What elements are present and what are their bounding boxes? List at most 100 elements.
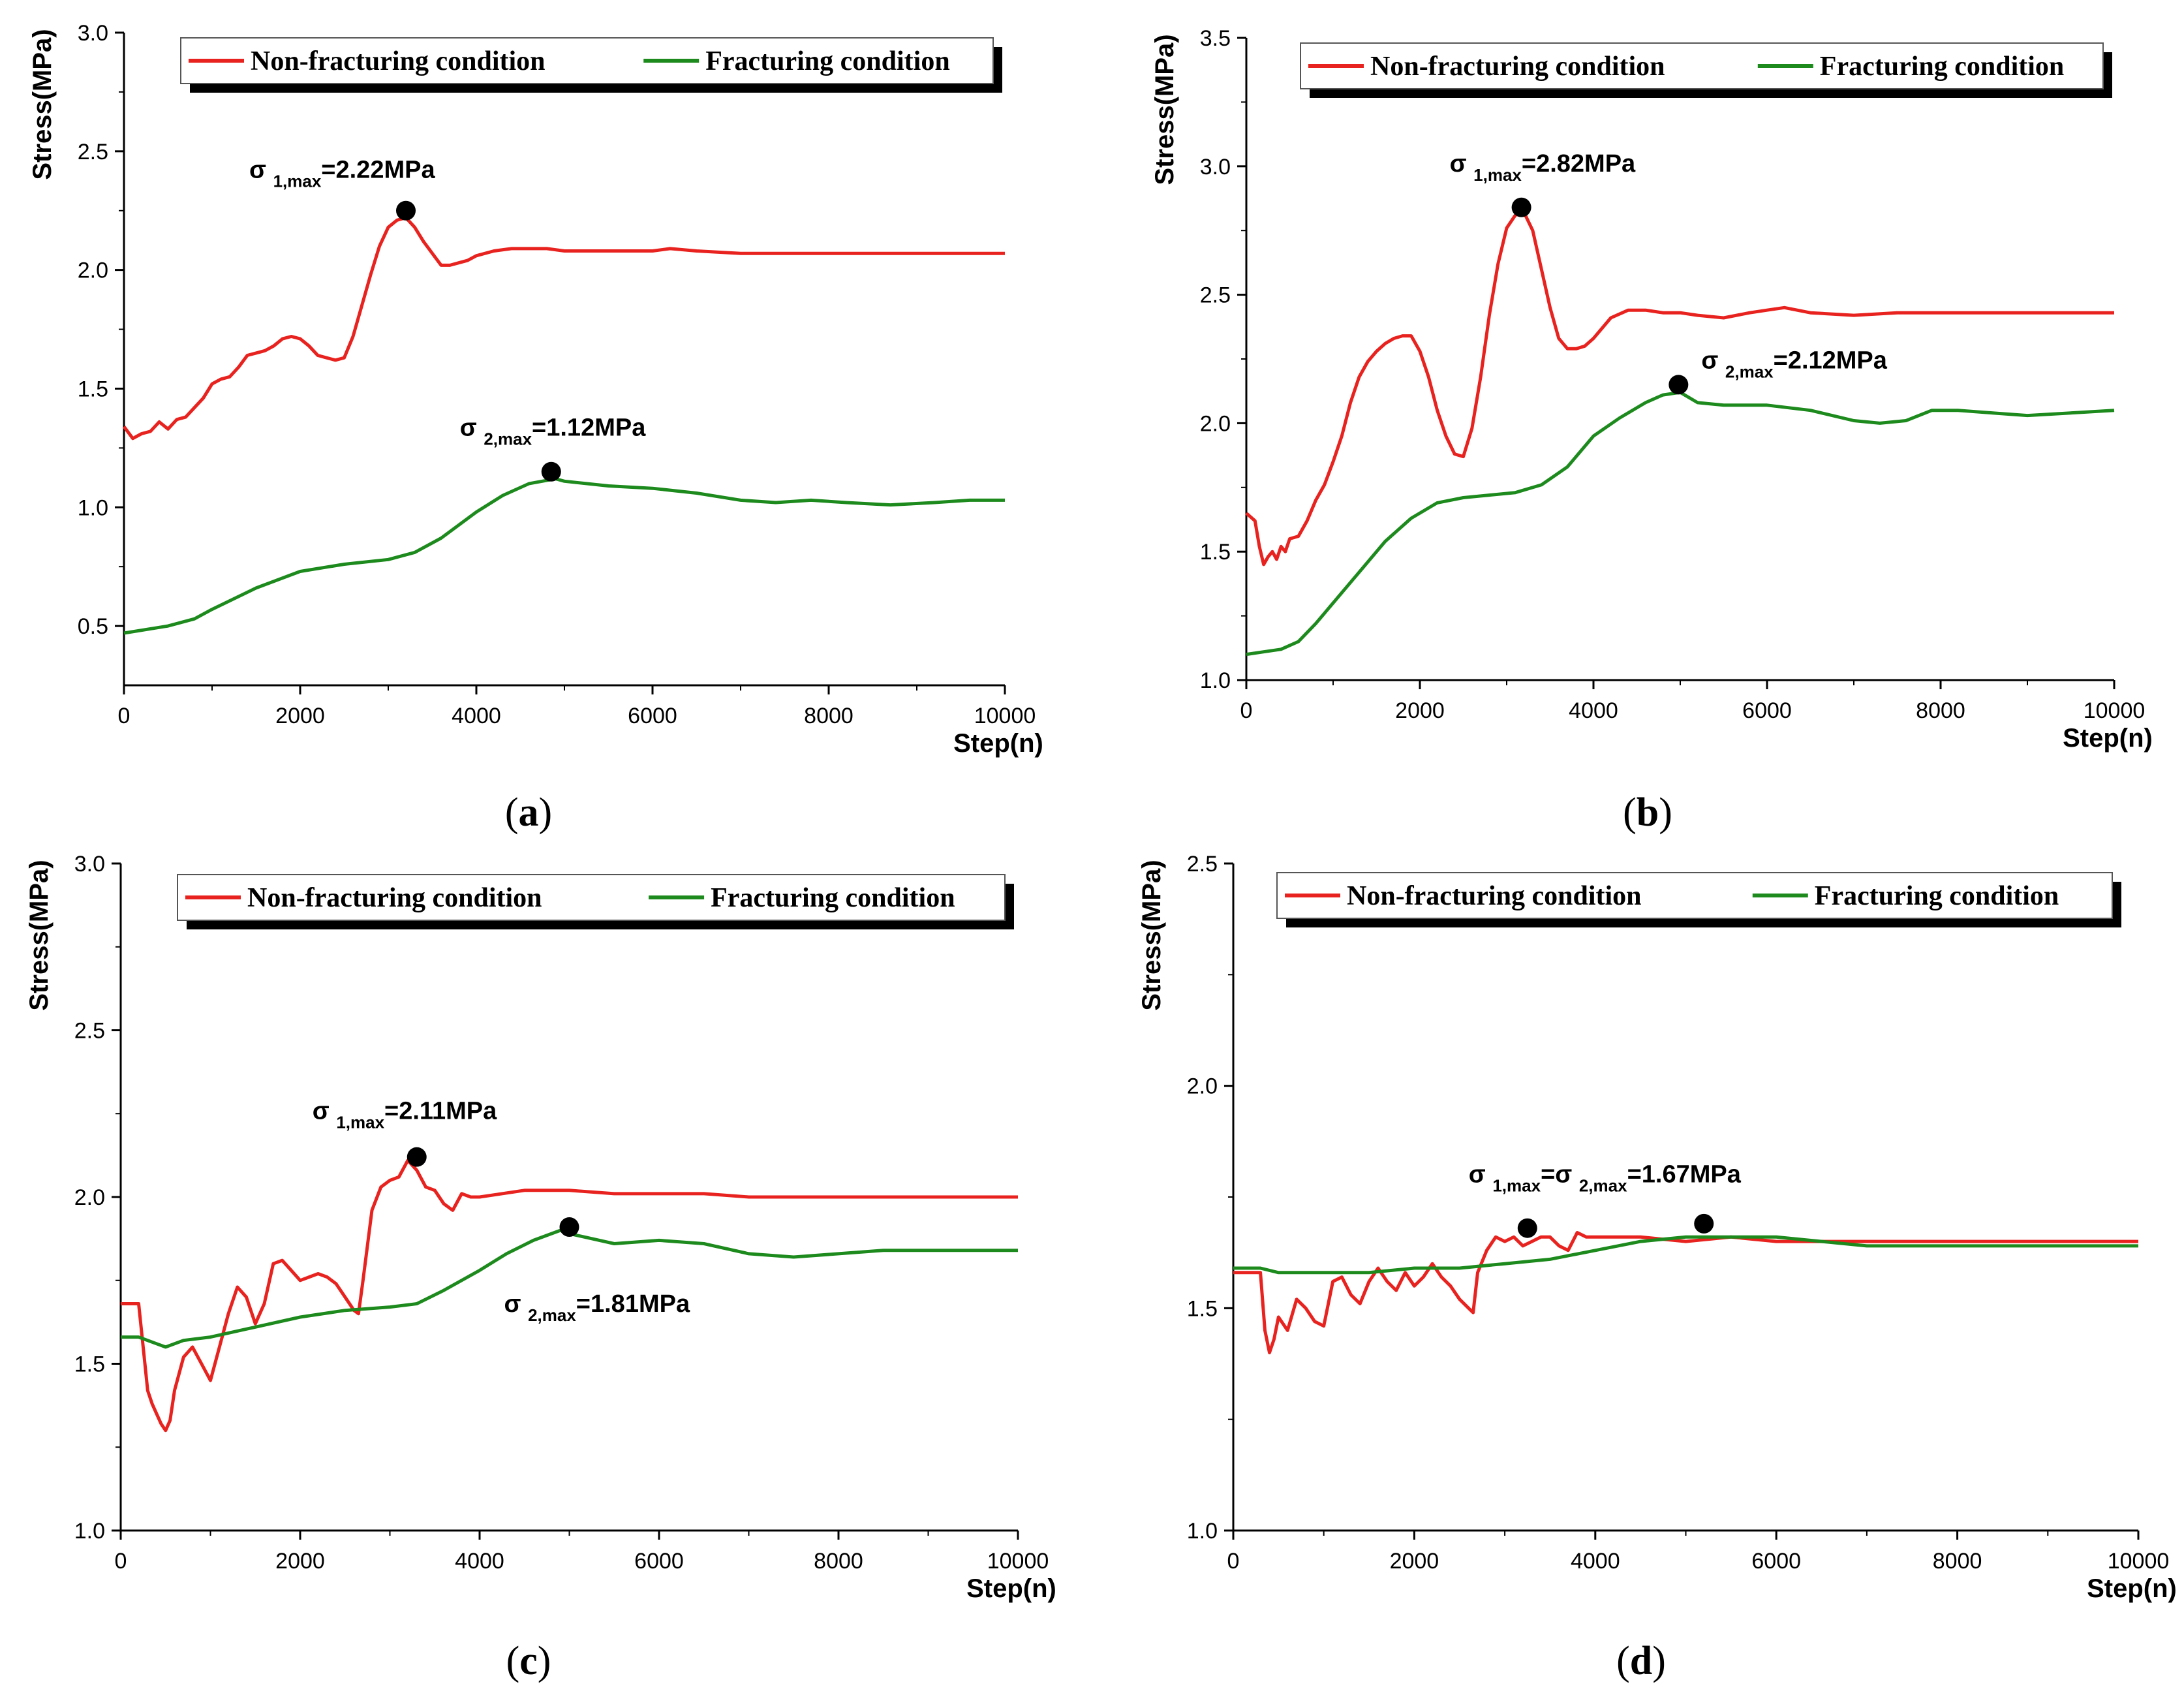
panel-label: (c) [506,1639,551,1683]
series-line-non-fracturing [1245,211,2114,567]
x-tick-label: 10000 [987,1549,1049,1574]
x-axis-title: Step(n) [2087,1574,2177,1603]
x-tick-label: 4000 [1571,1549,1620,1574]
x-tick-label: 0 [1240,698,1253,723]
x-tick-label: 0 [118,704,131,728]
peak-annotation: σ 1,max=2.22MPa [249,157,435,191]
legend-label: Fracturing condition [705,46,950,76]
peak-marker [541,461,561,482]
peak-marker [1669,375,1689,395]
legend-box [1276,872,2113,919]
x-tick-label: 10000 [2108,1549,2170,1574]
x-tick-label: 8000 [814,1549,863,1574]
x-axis-title: Step(n) [966,1574,1056,1603]
peak-annotation: σ 1,max=σ 2,max=1.67MPa [1469,1161,1742,1196]
series-line-fracturing [1246,390,2115,657]
x-tick-label: 10000 [2084,698,2146,723]
series-line-non-fracturing [122,216,1005,441]
panel-c: 0 2000 4000 6000 8000 10000 1.0 1.5 2.0 2.5 3.0 Ste… [25,852,1056,1683]
legend-label: Non-fracturing condition [1370,52,1665,82]
x-tick-label: 6000 [634,1549,684,1574]
y-axis-title: Stress(MPa) [1137,860,1166,1010]
y-tick-label: 2.5 [1200,283,1231,308]
series-line-fracturing [123,477,1005,635]
panel-label: (a) [505,790,552,835]
y-tick-label: 2.0 [74,1185,105,1210]
legend: Non-fracturing condition Fracturing condi… [1276,872,2121,927]
x-axis-title: Step(n) [953,729,1043,758]
legend-label: Non-fracturing condition [251,46,546,76]
y-tick-label: 2.5 [78,140,108,164]
legend-label: Fracturing condition [711,883,955,913]
panel-label: (b) [1623,790,1672,835]
y-tick-label: 1.0 [1187,1519,1218,1544]
series-line-non-fracturing [1233,1231,2138,1354]
y-tick-label: 1.5 [1200,540,1231,565]
x-tick-label: 4000 [455,1549,504,1574]
y-tick-label: 1.0 [1200,668,1231,693]
x-axis-title: Step(n) [2063,724,2153,753]
y-axis-title: Stress(MPa) [25,860,54,1010]
y-tick-label: 1.5 [74,1352,105,1377]
y-tick-label: 2.0 [1200,411,1231,436]
peak-annotation: σ 2,max=1.12MPa [460,414,646,449]
x-tick-label: 0 [1227,1549,1240,1574]
legend-label: Fracturing condition [1820,52,2065,82]
x-tick-label: 6000 [1742,698,1792,723]
legend: Non-fracturing condition Fracturing condi… [1300,42,2112,98]
y-tick-label: 2.0 [78,258,108,283]
legend: Non-fracturing condition Fracturing condi… [180,37,1002,93]
x-tick-label: 4000 [1569,698,1618,723]
series-line-fracturing [121,1228,1018,1349]
y-tick-label: 1.5 [1187,1296,1218,1321]
x-tick-label: 2000 [275,704,325,728]
y-axis-title: Stress(MPa) [28,29,57,179]
y-tick-label: 3.0 [74,852,105,877]
peak-marker [1511,197,1531,217]
y-tick-label: 3.5 [1200,26,1231,51]
peak-annotation: σ 1,max=2.11MPa [313,1098,497,1132]
peak-annotation: σ 2,max=1.81MPa [504,1290,690,1325]
x-tick-label: 8000 [1933,1549,1982,1574]
panel-a: 0 2000 4000 6000 8000 10000 0.5 1.0 1.5 2.0 2.5 3.0… [28,21,1043,835]
x-tick-label: 6000 [628,704,677,728]
panel-label: (d) [1616,1639,1666,1683]
x-tick-label: 8000 [1916,698,1965,723]
y-tick-label: 3.0 [78,21,108,46]
panel-b: 0 2000 4000 6000 8000 10000 1.0 1.5 2.0 2.5 3.0 3.5… [1150,26,2153,835]
y-axis-title: Stress(MPa) [1150,34,1179,185]
y-tick-label: 1.0 [74,1519,105,1544]
y-tick-label: 2.0 [1187,1074,1218,1099]
legend-label: Non-fracturing condition [1347,881,1642,911]
x-tick-label: 4000 [452,704,501,728]
peak-marker [1694,1213,1714,1234]
y-tick-label: 3.0 [1200,155,1231,179]
x-tick-label: 2000 [275,1549,325,1574]
x-tick-label: 2000 [1390,1549,1439,1574]
series-line-non-fracturing [121,1159,1018,1433]
peak-annotation: σ 2,max=2.12MPa [1701,347,1887,381]
legend-box [180,37,994,84]
legend-box [177,874,1006,921]
peak-marker [559,1217,579,1237]
peak-annotation: σ 1,max=2.82MPa [1450,150,1636,185]
peak-marker [1517,1218,1537,1238]
y-tick-label: 1.0 [78,495,108,520]
panel-d: 0 2000 4000 6000 8000 10000 1.0 1.5 2.0 2.5 Step(n… [1137,852,2177,1683]
legend-label: Non-fracturing condition [247,883,542,913]
y-tick-label: 0.5 [78,614,108,639]
legend-label: Fracturing condition [1815,881,2059,911]
peak-marker [407,1147,427,1167]
x-tick-label: 8000 [804,704,854,728]
x-tick-label: 0 [115,1549,127,1574]
peak-marker [396,200,416,221]
x-tick-label: 6000 [1751,1549,1801,1574]
y-tick-label: 2.5 [74,1019,105,1044]
series-line-fracturing [1233,1235,2138,1275]
y-tick-label: 2.5 [1187,852,1218,877]
x-tick-label: 2000 [1395,698,1445,723]
legend-box [1300,42,2104,89]
x-tick-label: 10000 [974,704,1036,728]
